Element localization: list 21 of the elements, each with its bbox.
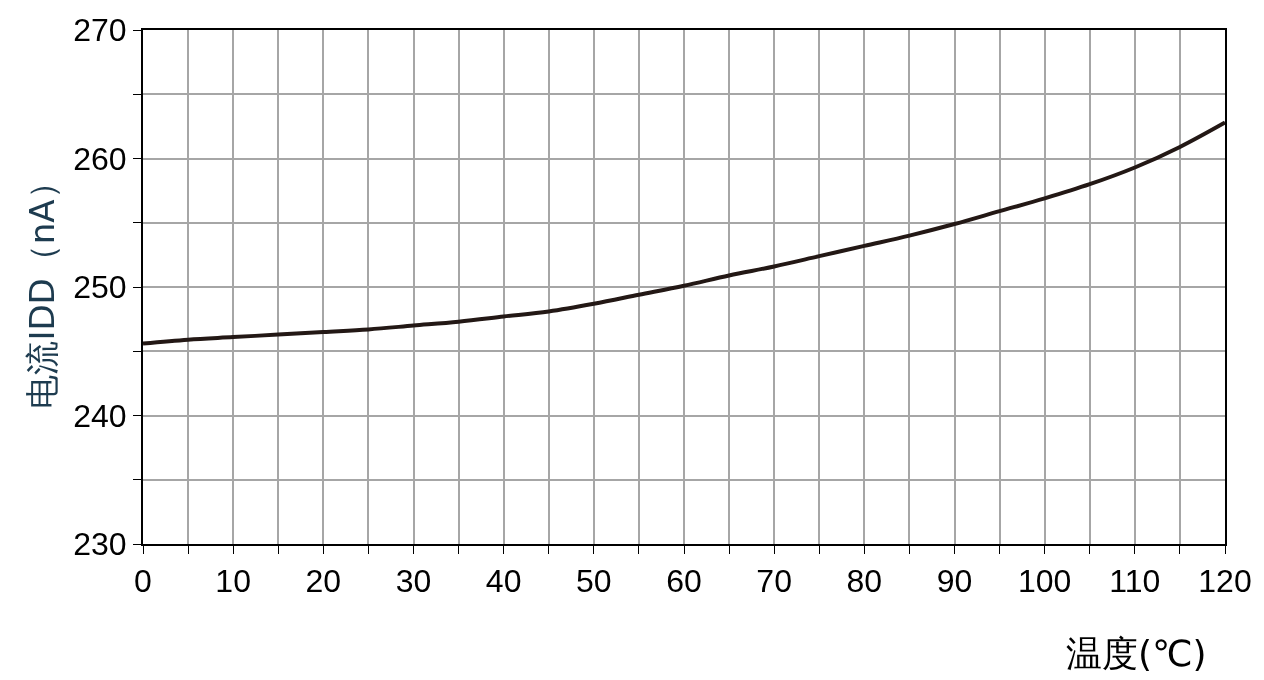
y-tick-label: 240 (73, 397, 127, 434)
x-axis-title: 温度(℃) (1066, 633, 1207, 674)
y-tick-label: 250 (73, 269, 127, 306)
x-tick-label: 30 (395, 563, 432, 600)
x-tick-label: 10 (215, 563, 251, 600)
x-tick-label: 0 (134, 563, 152, 600)
x-tick-label: 40 (485, 563, 522, 600)
x-tick-label: 20 (305, 563, 342, 600)
y-tick-label: 270 (73, 12, 127, 49)
line-series (143, 120, 1225, 346)
x-tick-label: 60 (666, 563, 702, 600)
y-axis-title: 电流IDD（nA） (22, 165, 63, 409)
x-tick-label: 50 (576, 563, 612, 600)
x-tick-label: 70 (756, 563, 792, 600)
x-tick-label: 120 (1198, 563, 1252, 600)
y-tick-label: 230 (73, 526, 127, 563)
x-tick-label: 110 (1109, 563, 1161, 600)
x-tick-label: 90 (936, 563, 973, 600)
x-tick-label: 80 (846, 563, 883, 600)
x-tick-label: 100 (1017, 563, 1072, 600)
y-tick-label: 260 (73, 140, 127, 177)
